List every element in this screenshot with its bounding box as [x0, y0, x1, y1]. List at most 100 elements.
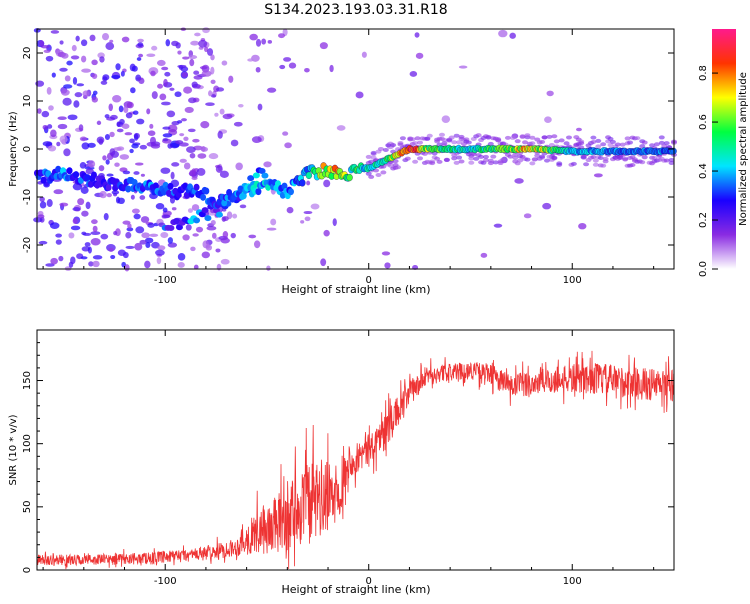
spectrogram-ridge-cell [203, 187, 210, 195]
spectrogram-halo-cell [482, 154, 489, 159]
spectrogram-noise-cell [137, 38, 144, 43]
spectrogram-halo-cell [614, 142, 621, 147]
spectrogram-halo-cell [404, 156, 411, 161]
spectrogram-noise-cell [196, 167, 206, 176]
spectrogram-noise-cell [130, 87, 136, 94]
spectrogram-noise-cell [42, 141, 53, 147]
spectrogram-halo-cell [382, 147, 389, 152]
colorbar-label: Normalized spectral amplitude [738, 72, 749, 226]
spectrogram-noise-cell [103, 212, 109, 221]
spectrogram-halo-cell [473, 156, 480, 161]
spectrogram-noise-cell [593, 173, 603, 178]
spectrogram-halo-cell [465, 140, 472, 145]
spectrogram-noise-cell [150, 143, 161, 149]
spectrogram-halo-cell [487, 158, 494, 163]
spectrogram-noise-cell [68, 232, 75, 239]
spectrogram-noise-cell [523, 213, 532, 219]
spectrogram-noise-cell [542, 202, 552, 210]
spectrogram-noise-cell [99, 56, 105, 63]
spectrogram-halo-cell [412, 159, 419, 164]
spectrogram-halo-cell [478, 154, 485, 159]
spectrogram-noise-cell [139, 144, 148, 150]
spectrogram-noise-cell [133, 133, 139, 141]
spectrogram-halo-cell [448, 135, 455, 140]
spectrogram-halo-cell [443, 158, 450, 163]
spectrogram-noise-cell [162, 126, 171, 130]
spectrogram-halo-cell [424, 136, 431, 141]
spectrogram-halo-cell [546, 134, 553, 139]
spectrogram-halo-cell [668, 160, 675, 165]
spectrogram-noise-cell [189, 152, 196, 159]
spectrogram-halo-cell [492, 160, 499, 165]
spectrogram-noise-cell [215, 165, 223, 173]
spectrogram-halo-cell [529, 141, 536, 146]
spectrogram-noise-cell [106, 193, 112, 198]
spectrogram-noise-cell [279, 64, 286, 70]
spectrogram-halo-cell [590, 140, 597, 145]
spectrogram-halo-cell [368, 159, 375, 164]
spectrogram-noise-cell [193, 70, 200, 75]
spectrogram-noise-cell [167, 237, 174, 244]
spectrogram-halo-cell [512, 152, 519, 157]
colorbar-tick-label: 0.2 [698, 212, 709, 228]
spectrogram-noise-cell [155, 203, 165, 210]
spectrogram-noise-cell [228, 75, 234, 83]
spectrogram-halo-cell [607, 136, 614, 141]
spectrogram-noise-cell [179, 158, 187, 163]
colorbar-tick-label: 0.4 [698, 163, 709, 179]
spectrogram-halo-cell [453, 160, 460, 165]
spectrogram-halo-cell [558, 138, 565, 143]
spectrogram-noise-cell [77, 198, 85, 206]
spectrogram-halo-cell [539, 154, 546, 159]
spectrogram-noise-cell [255, 38, 262, 47]
spectrogram-noise-cell [80, 39, 88, 47]
spectrogram-noise-cell [157, 83, 163, 89]
spectrogram-noise-cell [59, 202, 69, 207]
spectrogram-noise-cell [146, 108, 151, 115]
spectrogram-noise-cell [409, 71, 418, 77]
spectrogram-ridge-cell [73, 171, 80, 179]
spectrogram-noise-cell [232, 213, 238, 219]
spectrogram-ridge-cell [193, 183, 200, 191]
spectrogram-noise-cell [39, 40, 45, 47]
spectrogram-noise-cell [82, 90, 90, 98]
spectrogram-halo-cell [426, 133, 433, 138]
spectrogram-halo-cell [429, 161, 436, 166]
spectrogram-noise-cell [84, 242, 91, 247]
spectrogram-noise-cell [70, 225, 81, 231]
spectrogram-halo-cell [417, 140, 424, 145]
spectrogram-ridge-cell [215, 211, 223, 218]
snr-ytick-label: 0 [22, 567, 33, 573]
spectrogram-noise-cell [127, 223, 132, 229]
spectrogram-noise-cell [45, 55, 54, 62]
spectrogram-noise-cell [194, 32, 201, 37]
spectrogram-noise-cell [249, 33, 258, 41]
spectrogram-noise-cell [205, 102, 215, 107]
spectrogram-halo-cell [458, 159, 465, 164]
spectrogram-noise-cell [166, 110, 176, 118]
spectrogram-halo-cell [470, 152, 477, 157]
spectrogram-noise-cell [248, 234, 257, 239]
spectrogram-noise-cell [192, 233, 199, 237]
spectrogram-noise-cell [81, 142, 90, 150]
spectrogram-noise-cell [133, 171, 140, 175]
spectrogram-noise-cell [130, 194, 135, 200]
spectrogram-noise-cell [162, 133, 173, 138]
spectrogram-ridge-cell [55, 165, 62, 173]
spectrogram-noise-cell [193, 264, 199, 270]
spectrogram-noise-cell [191, 176, 198, 181]
spectrogram-noise-cell [164, 71, 171, 77]
spectrogram-halo-cell [634, 136, 641, 141]
spectrogram-noise-cell [105, 159, 110, 165]
spectrogram-noise-cell [441, 115, 451, 123]
spectrogram-noise-cell [162, 207, 168, 213]
spectrogram-noise-cell [47, 124, 53, 129]
spectrogram-noise-cell [115, 196, 121, 204]
spectrogram-noise-cell [215, 87, 225, 92]
spectrogram-noise-cell [58, 255, 64, 262]
spectrogram-noise-cell [124, 264, 130, 272]
spectrogram-noise-cell [81, 210, 89, 217]
spectrogram-noise-cell [141, 232, 150, 239]
